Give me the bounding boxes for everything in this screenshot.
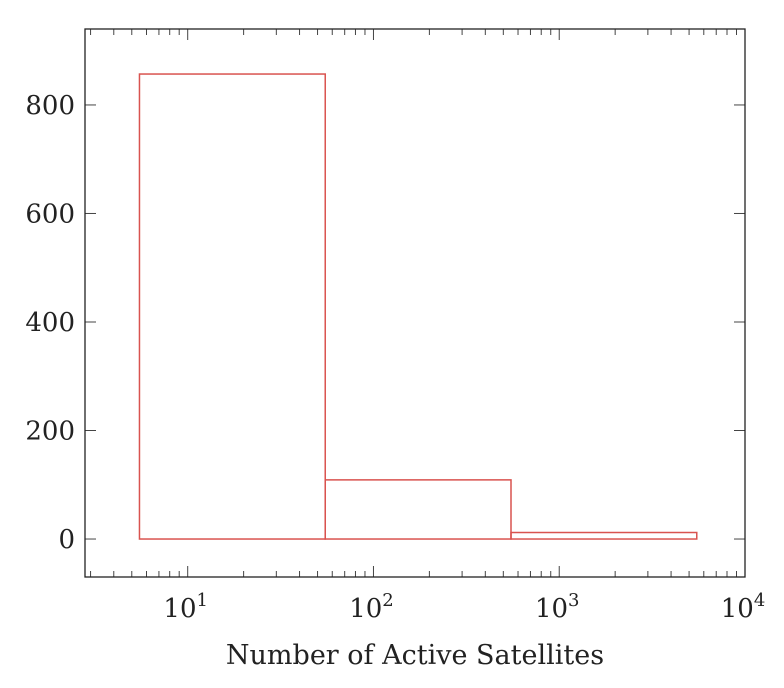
- plot-frame: [84, 28, 746, 578]
- histogram-bar-1: [138, 73, 326, 540]
- y-tick-label: 600: [25, 199, 75, 229]
- histogram-bar-3: [510, 531, 698, 540]
- x-axis-title: Number of Active Satellites: [226, 640, 604, 671]
- x-tick-label: 101: [163, 590, 208, 624]
- ticks-group: [85, 29, 746, 577]
- x-tick-labels: 101 102 103 104: [163, 590, 765, 624]
- x-tick-label: 102: [349, 590, 394, 624]
- bars-group: [138, 73, 698, 540]
- y-tick-label: 400: [25, 308, 75, 338]
- y-tick-label: 0: [58, 525, 75, 555]
- histogram-bar-2: [324, 479, 512, 540]
- y-tick-labels: 0 200 400 600 800: [25, 91, 75, 555]
- y-tick-label: 200: [25, 417, 75, 447]
- x-tick-label: 104: [721, 590, 766, 624]
- y-tick-label: 800: [25, 91, 75, 121]
- x-tick-label: 103: [535, 590, 580, 624]
